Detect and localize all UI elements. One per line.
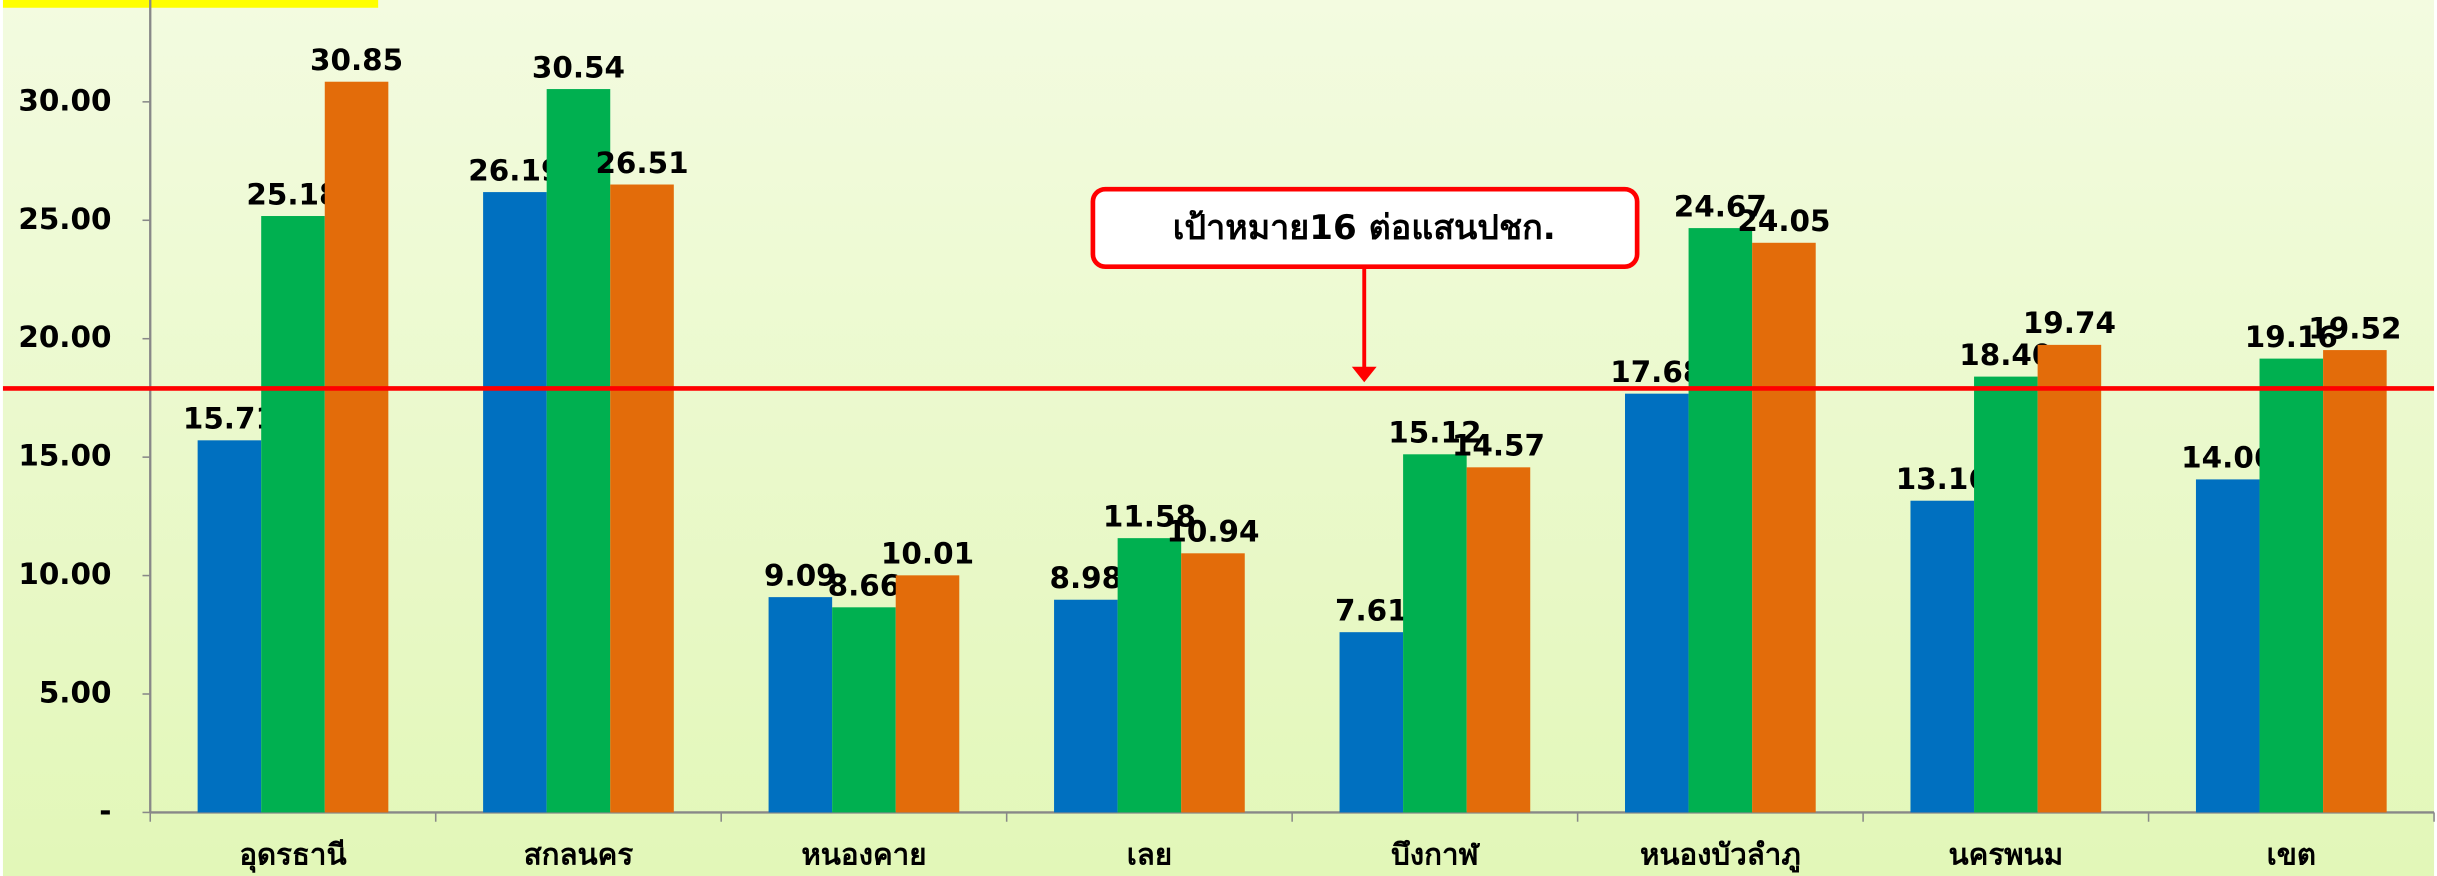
bar [1339, 632, 1404, 813]
data-label: 8.66 [828, 569, 901, 603]
bar [1181, 553, 1245, 813]
bar [1054, 599, 1118, 813]
bar [2037, 344, 2102, 813]
bar [546, 89, 611, 813]
x-tick-label: หนองบัวลำภู [1640, 837, 1801, 872]
bar [197, 440, 262, 813]
data-label: 18.40 [1959, 338, 2052, 372]
bar [261, 216, 325, 813]
data-label: 11.58 [1103, 499, 1196, 533]
x-tick-label: หนองคาย [801, 837, 926, 871]
data-label: 30.54 [532, 50, 625, 84]
data-label: 19.16 [2245, 320, 2338, 354]
y-tick-label: 30.00 [18, 83, 111, 117]
data-label: 19.74 [2023, 306, 2116, 340]
bar [1752, 242, 1816, 813]
bar [610, 184, 674, 813]
bar [1117, 538, 1182, 813]
bar [895, 575, 960, 813]
data-label: 13.16 [1896, 462, 1989, 496]
bar [1466, 467, 1531, 813]
bar [2323, 350, 2387, 813]
data-label: 10.94 [1166, 515, 1259, 549]
data-label: 14.57 [1452, 429, 1545, 463]
x-tick-label: เขต [2267, 837, 2316, 871]
data-label: 30.85 [310, 43, 403, 77]
bar [324, 81, 389, 813]
bar [2259, 358, 2324, 813]
data-label: 15.71 [183, 402, 276, 436]
bar [1974, 376, 2038, 813]
data-label: 15.12 [1388, 416, 1481, 450]
x-tick-label: สกลนคร [524, 837, 634, 871]
bar [483, 192, 547, 813]
data-label: 10.01 [881, 537, 974, 571]
y-tick-label: 20.00 [18, 320, 111, 354]
data-label: 24.05 [1737, 204, 1830, 238]
bar [1625, 393, 1689, 813]
bar [1403, 454, 1467, 813]
bar [832, 607, 896, 813]
x-tick-label: นครพนม [1949, 837, 2064, 871]
data-label: 8.98 [1050, 561, 1123, 595]
bar [768, 597, 833, 813]
y-tick-label: 5.00 [39, 676, 112, 710]
data-label: 9.09 [764, 558, 837, 592]
x-tick-label: อุดรธานี [239, 837, 346, 872]
y-tick-label: 15.00 [18, 439, 111, 473]
y-tick-label: - [99, 794, 111, 828]
data-label: 26.51 [595, 146, 688, 180]
bar [2195, 479, 2260, 813]
y-tick-label: 25.00 [18, 202, 111, 236]
data-label: 14.06 [2181, 441, 2274, 475]
data-label: 25.18 [246, 177, 339, 211]
x-tick-label: เลย [1127, 837, 1172, 871]
bar [1688, 228, 1753, 813]
annotation: เป้าหมาย16 ต่อแสนปชก. [1173, 208, 1556, 248]
data-label: 7.61 [1335, 594, 1408, 628]
data-label: 26.19 [468, 153, 561, 187]
data-label: 17.68 [1610, 355, 1703, 389]
arrow-head [1351, 366, 1377, 383]
data-label: 19.52 [2308, 311, 2401, 345]
bar [1910, 500, 1975, 813]
x-tick-label: บึงกาฬ [1391, 837, 1480, 871]
annotation-box [1090, 186, 1640, 270]
data-label: 24.67 [1674, 189, 1767, 223]
decor-bar [2, 0, 379, 8]
y-tick-label: 10.00 [18, 557, 111, 591]
